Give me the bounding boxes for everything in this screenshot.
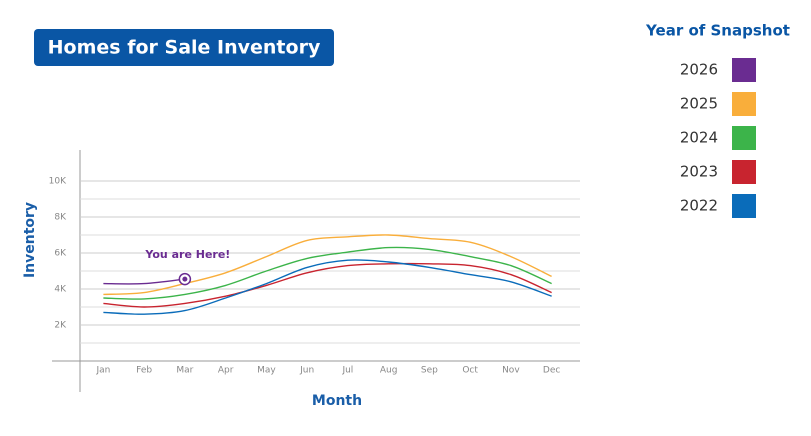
- current-marker-dot: [182, 276, 188, 282]
- annotation: You are Here!: [144, 248, 230, 261]
- legend-swatch: [732, 194, 756, 218]
- x-axis-label: Month: [312, 393, 362, 409]
- legend-label: 2023: [680, 163, 718, 181]
- x-tick-label: Apr: [218, 366, 234, 376]
- y-axis-label: Inventory: [22, 202, 38, 278]
- chart-title: Homes for Sale Inventory: [48, 37, 321, 59]
- y-tick-label: 2K: [54, 321, 67, 331]
- legend-label: 2026: [680, 61, 718, 79]
- series-line: [103, 234, 552, 296]
- legend-swatch: [732, 160, 756, 184]
- legend-swatch: [732, 92, 756, 116]
- x-tick-label: Jul: [341, 366, 353, 376]
- x-tick-label: Aug: [380, 366, 398, 376]
- x-tick-label: Mar: [176, 366, 193, 376]
- legend-title: Year of Snapshot: [645, 22, 790, 40]
- x-tick-label: Feb: [136, 366, 152, 376]
- series-line: [103, 278, 185, 285]
- legend-swatch: [732, 58, 756, 82]
- x-tick-label: May: [257, 366, 276, 376]
- x-tick-label: Nov: [502, 366, 520, 376]
- y-tick-label: 6K: [54, 249, 67, 259]
- series-line: [103, 246, 552, 300]
- x-tick-label: Jun: [299, 366, 314, 376]
- x-tick-label: Oct: [462, 366, 478, 376]
- legend-label: 2024: [680, 129, 718, 147]
- series-line: [103, 259, 552, 315]
- legend-label: 2025: [680, 95, 718, 113]
- title-box: [34, 29, 334, 66]
- legend-swatch: [732, 126, 756, 150]
- y-tick-label: 10K: [49, 177, 67, 187]
- x-tick-label: Jan: [95, 366, 110, 376]
- x-tick-label: Sep: [421, 366, 438, 376]
- legend-label: 2022: [680, 197, 718, 215]
- y-tick-label: 8K: [54, 213, 67, 223]
- y-tick-label: 4K: [54, 285, 67, 295]
- x-tick-label: Dec: [543, 366, 560, 376]
- series-line: [103, 262, 552, 308]
